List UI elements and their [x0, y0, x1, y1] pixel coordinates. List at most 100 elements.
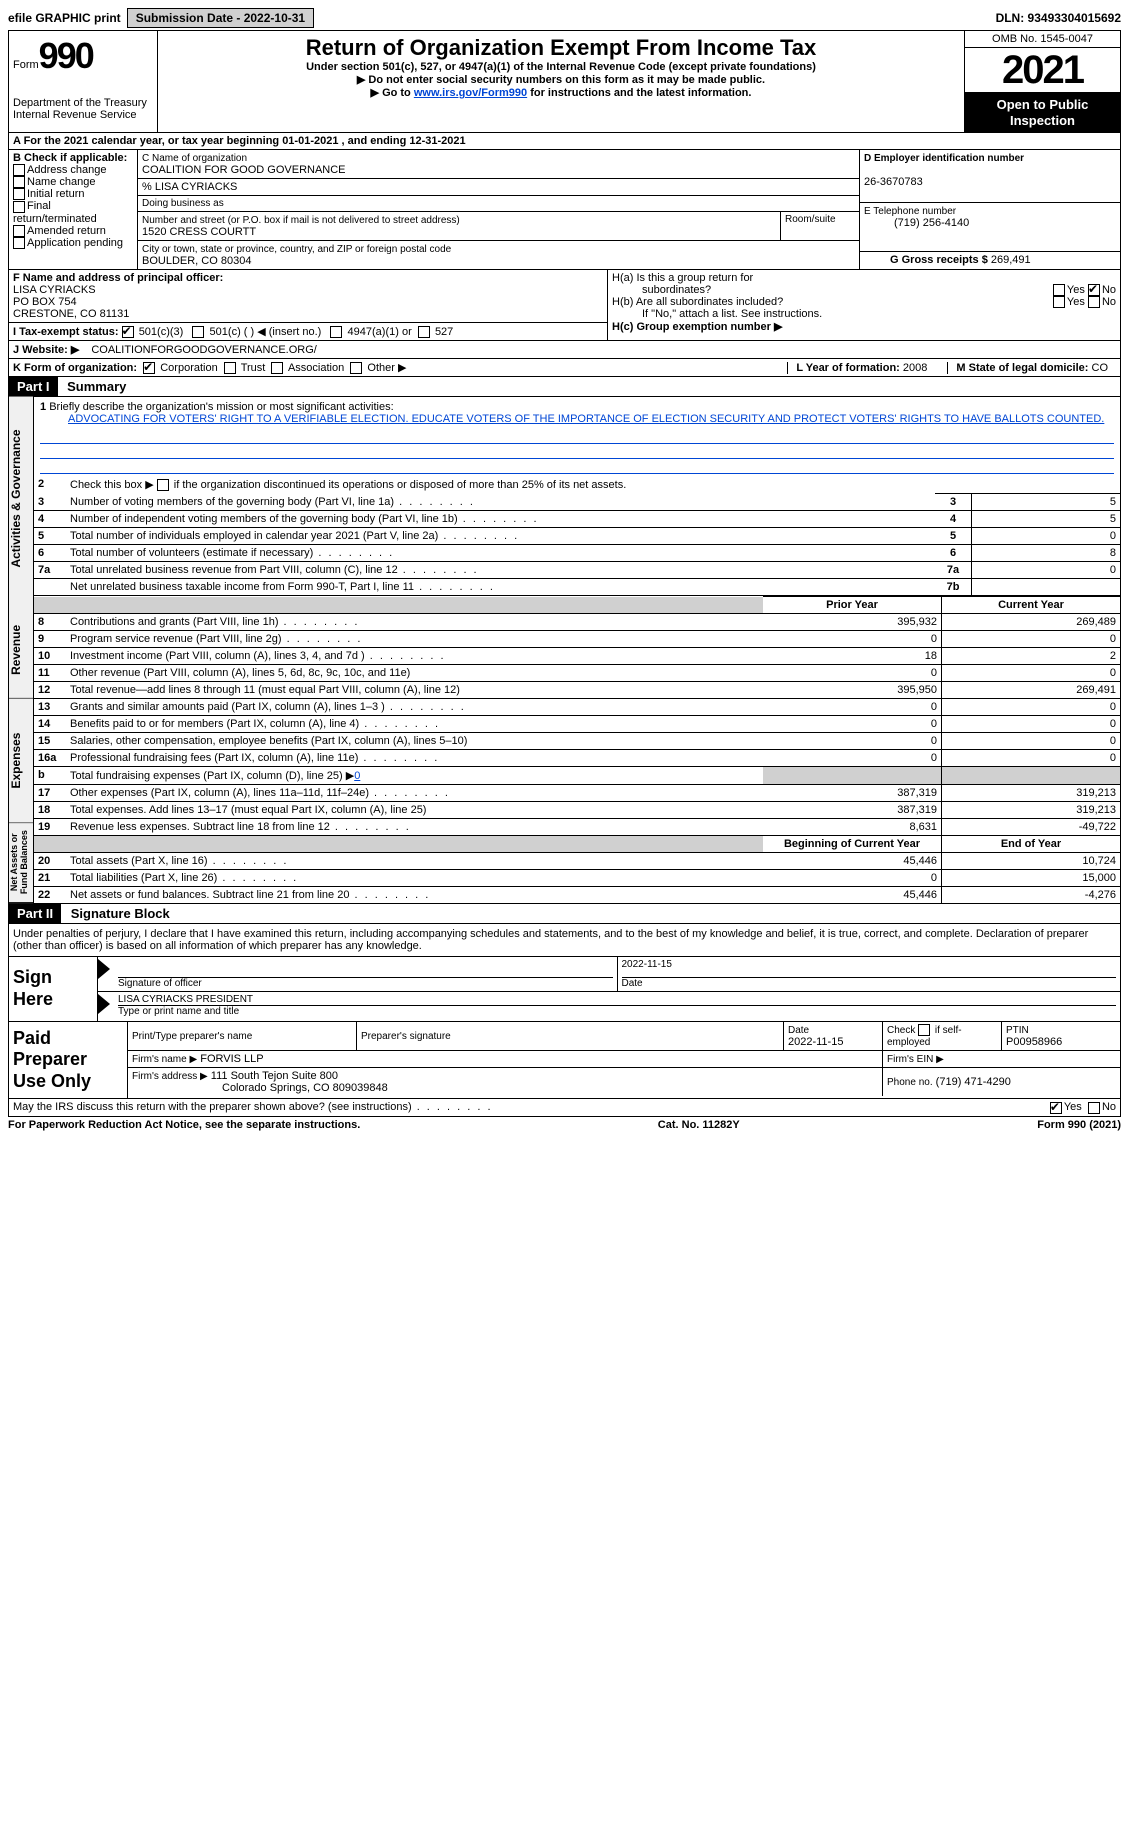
line-7a: Total unrelated business revenue from Pa… — [66, 562, 935, 579]
sig-date-val: 2022-11-15 — [622, 959, 1117, 978]
c8: 269,489 — [942, 614, 1121, 631]
p22: 45,446 — [763, 887, 942, 904]
hc-label: H(c) Group exemption number ▶ — [612, 320, 1116, 333]
c21: 15,000 — [942, 870, 1121, 887]
p9: 0 — [763, 631, 942, 648]
cb-hb-no[interactable] — [1088, 296, 1100, 308]
ha-label: H(a) Is this a group return for — [612, 272, 1116, 284]
c15: 0 — [942, 733, 1121, 750]
l16b-text: Total fundraising expenses (Part IX, col… — [70, 770, 354, 782]
officer-print-name: LISA CYRIACKS PRESIDENT — [118, 994, 1116, 1006]
c10: 2 — [942, 648, 1121, 665]
ha-yes: Yes — [1067, 284, 1085, 296]
cb-assoc[interactable] — [271, 362, 283, 374]
line-15: Salaries, other compensation, employee b… — [66, 733, 763, 750]
gross-cell: G Gross receipts $ 269,491 — [860, 252, 1120, 268]
check-self-emp: Check if self-employed — [887, 1025, 962, 1048]
cb-self-employed[interactable] — [918, 1024, 930, 1036]
p16a: 0 — [763, 750, 942, 767]
c12: 269,491 — [942, 682, 1121, 699]
col-f: F Name and address of principal officer:… — [9, 270, 608, 340]
cb-may-yes[interactable] — [1050, 1102, 1062, 1114]
paid-table: Print/Type preparer's name Preparer's si… — [127, 1022, 1120, 1099]
officer-addr2: CRESTONE, CO 81131 — [13, 308, 129, 320]
open-public: Open to Public Inspection — [965, 93, 1120, 132]
line-5: Total number of individuals employed in … — [66, 528, 935, 545]
val-3: 5 — [972, 494, 1121, 511]
cb-ha-yes[interactable] — [1053, 284, 1065, 296]
cb-501c[interactable] — [192, 326, 204, 338]
cb-hb-yes[interactable] — [1053, 296, 1065, 308]
summary-body: Activities & Governance Revenue Expenses… — [9, 397, 1120, 903]
c9: 0 — [942, 631, 1121, 648]
col-b: B Check if applicable: Address change Na… — [9, 150, 138, 269]
cb-discontinued[interactable] — [157, 479, 169, 491]
c11: 0 — [942, 665, 1121, 682]
city-state-zip: BOULDER, CO 80304 — [142, 255, 251, 267]
p14: 0 — [763, 716, 942, 733]
cb-final[interactable] — [13, 201, 25, 213]
co-cell: % LISA CYRIACKS — [138, 179, 859, 196]
cb-4947[interactable] — [330, 326, 342, 338]
paperwork-notice: For Paperwork Reduction Act Notice, see … — [8, 1119, 360, 1131]
ein-lbl: D Employer identification number — [864, 153, 1024, 164]
col-c: C Name of organization COALITION FOR GOO… — [138, 150, 860, 269]
cb-address[interactable] — [13, 164, 25, 176]
footer: For Paperwork Reduction Act Notice, see … — [8, 1117, 1121, 1133]
phone-val: (719) 471-4290 — [936, 1076, 1011, 1088]
firm-addr1: 111 South Tejon Suite 800 — [211, 1070, 338, 1082]
ein-value: 26-3670783 — [864, 176, 923, 188]
website-value: COALITIONFORGOODGOVERNANCE.ORG/ — [91, 344, 317, 356]
part-2-tag: Part II — [9, 904, 61, 923]
summary-content: 1 Briefly describe the organization's mi… — [34, 397, 1120, 903]
instr2-post: for instructions and the latest informat… — [527, 87, 751, 99]
form-container: Form990 Department of the Treasury Inter… — [8, 30, 1121, 1117]
city-cell: City or town, state or province, country… — [138, 241, 859, 269]
mission-block: 1 Briefly describe the organization's mi… — [34, 397, 1120, 429]
cb-501c3[interactable] — [122, 326, 134, 338]
may-no: No — [1102, 1101, 1116, 1113]
ptin-lbl: PTIN — [1006, 1025, 1029, 1036]
line-18: Total expenses. Add lines 13–17 (must eq… — [66, 802, 763, 819]
cb-name[interactable] — [13, 176, 25, 188]
phone-lbl: Phone no. — [887, 1077, 933, 1088]
instr2-pre: ▶ Go to — [371, 87, 414, 99]
arrow-icon — [98, 959, 110, 979]
preparer-sig-lbl: Preparer's signature — [361, 1031, 451, 1042]
q1-label: Briefly describe the organization's miss… — [49, 401, 393, 413]
c19: -49,722 — [942, 819, 1121, 836]
cb-amended[interactable] — [13, 225, 25, 237]
cb-corp[interactable] — [143, 362, 155, 374]
cb-other[interactable] — [350, 362, 362, 374]
current-year-hdr: Current Year — [942, 597, 1121, 614]
sig-officer-lbl: Signature of officer — [118, 978, 202, 989]
officer-addr1: PO BOX 754 — [13, 296, 77, 308]
cb-initial[interactable] — [13, 188, 25, 200]
shade-16b-c — [942, 767, 1121, 785]
cb-ha-no[interactable] — [1088, 284, 1100, 296]
cb-application[interactable] — [13, 237, 25, 249]
p10: 18 — [763, 648, 942, 665]
cb-may-no[interactable] — [1088, 1102, 1100, 1114]
part-1-header: Part I Summary — [9, 377, 1120, 397]
cb-trust[interactable] — [224, 362, 236, 374]
line-6: Total number of volunteers (estimate if … — [66, 545, 935, 562]
part-2-title: Signature Block — [65, 906, 170, 921]
line-4: Number of independent voting members of … — [66, 511, 935, 528]
m-label: M State of legal domicile: — [956, 362, 1088, 374]
dba-cell: Doing business as — [138, 196, 859, 212]
line-17: Other expenses (Part IX, column (A), lin… — [66, 785, 763, 802]
row-j-website: J Website: ▶ COALITIONFORGOODGOVERNANCE.… — [9, 341, 1120, 359]
addr-lbl: Number and street (or P.O. box if mail i… — [142, 215, 460, 226]
p12: 395,950 — [763, 682, 942, 699]
p21: 0 — [763, 870, 942, 887]
l-label: L Year of formation: — [796, 362, 900, 374]
form-title: Return of Organization Exempt From Incom… — [164, 35, 958, 61]
b-addr: Address change — [27, 164, 107, 176]
part-1-title: Summary — [61, 379, 126, 394]
c18: 319,213 — [942, 802, 1121, 819]
may-discuss-text: May the IRS discuss this return with the… — [13, 1101, 493, 1113]
cb-527[interactable] — [418, 326, 430, 338]
form990-link[interactable]: www.irs.gov/Form990 — [414, 87, 527, 99]
ha-no: No — [1102, 284, 1116, 296]
